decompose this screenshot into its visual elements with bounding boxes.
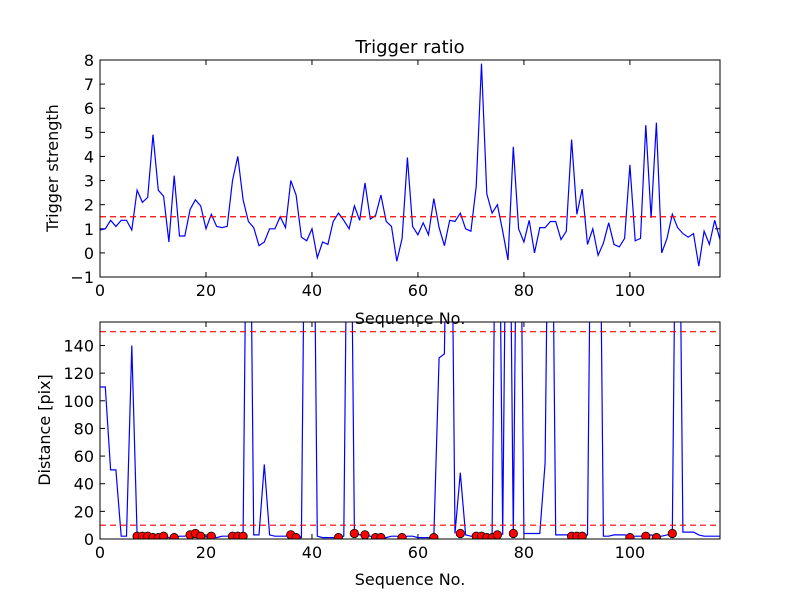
chart-top-xtick-label: 80 [514,281,534,300]
chart-bottom-marker-point [206,531,216,539]
chart-bottom-marker-point [360,530,370,539]
chart-bottom-ticks: 0 20 40 60 80 100 0 20 40 60 80 100 120 140 [63,322,720,562]
chart-top-ytick-label: 6 [84,99,94,118]
chart-bottom-marker-point [158,531,169,539]
chart-top-series-line [100,63,720,267]
chart-top-ytick-label: 7 [84,75,94,94]
chart-bottom-ytick-label: 120 [63,364,94,383]
chart-bottom-xtick-label: 80 [514,543,534,562]
chart-bottom-frame [99,321,721,540]
chart-bottom-ytick-label: 0 [84,530,94,549]
chart-bottom-ytick-label: 80 [74,419,94,438]
chart-bottom-xlabel: Sequence No. [355,570,466,589]
chart-top-ytick-label: 2 [84,196,94,215]
chart-bottom-xtick-label: 100 [615,543,646,562]
chart-top-ytick-label: −1 [70,268,94,287]
chart-bottom-marker-point [455,528,465,539]
chart-bottom-marker-point [508,528,518,539]
chart-bottom-ytick-label: 60 [74,447,94,466]
chart-bottom-marker-point [333,533,344,539]
chart-top-xtick-label: 20 [196,281,216,300]
chart-top-xtick-label: 40 [302,281,322,300]
chart-bottom-marker-point [376,533,386,539]
chart-top-xtick-label: 60 [408,281,428,300]
chart-bottom-marker-point [492,530,503,539]
chart-top-ytick-label: 1 [84,220,94,239]
chart-bottom-marker-point [349,528,359,539]
chart-bottom-marker-point [397,533,407,539]
chart-bottom-ytick-label: 140 [63,336,94,355]
chart-distance: 0 20 40 60 80 100 0 20 40 60 80 100 120 140 Sequence … [35,321,721,589]
chart-bottom-marker-point [196,531,206,539]
chart-bottom-ylabel: Distance [pix] [35,374,54,486]
chart-bottom-ytick-label: 20 [74,502,94,521]
chart-bottom-marker-point [667,528,677,539]
chart-bottom-xtick-label: 40 [302,543,322,562]
chart-top-ylabel: Trigger strength [43,104,62,233]
chart-bottom-marker-point [429,533,439,539]
chart-bottom-marker-point [238,531,248,539]
chart-top-xtick-label: 100 [615,281,646,300]
chart-bottom-xtick-label: 20 [196,543,216,562]
chart-bottom-ytick-label: 100 [63,392,94,411]
chart-bottom-marker-point [577,531,587,539]
chart-top-xlabel: Sequence No. [355,309,466,328]
chart-bottom-marker-point [641,531,651,539]
chart-top-ytick-label: 4 [84,147,94,166]
chart-bottom-marker-point [291,533,301,539]
chart-top-frame [99,59,721,278]
chart-bottom-marker-point [169,533,179,539]
chart-top-series [100,63,720,267]
chart-top-ytick-label: 5 [84,123,94,142]
chart-top-title: Trigger ratio [354,37,464,58]
chart-bottom-marker-point [625,533,635,539]
chart-bottom-xtick-label: 0 [95,543,105,562]
chart-bottom-ytick-label: 40 [74,475,94,494]
chart-top-xtick-label: 0 [95,281,105,300]
chart-top-ytick-label: 0 [84,244,94,263]
chart-top-ytick-label: 3 [84,172,94,191]
chart-bottom-series [100,322,720,539]
chart-bottom-xtick-label: 60 [408,543,428,562]
chart-bottom-marker-point [651,533,662,539]
chart-top-ytick-label: 8 [84,51,94,70]
